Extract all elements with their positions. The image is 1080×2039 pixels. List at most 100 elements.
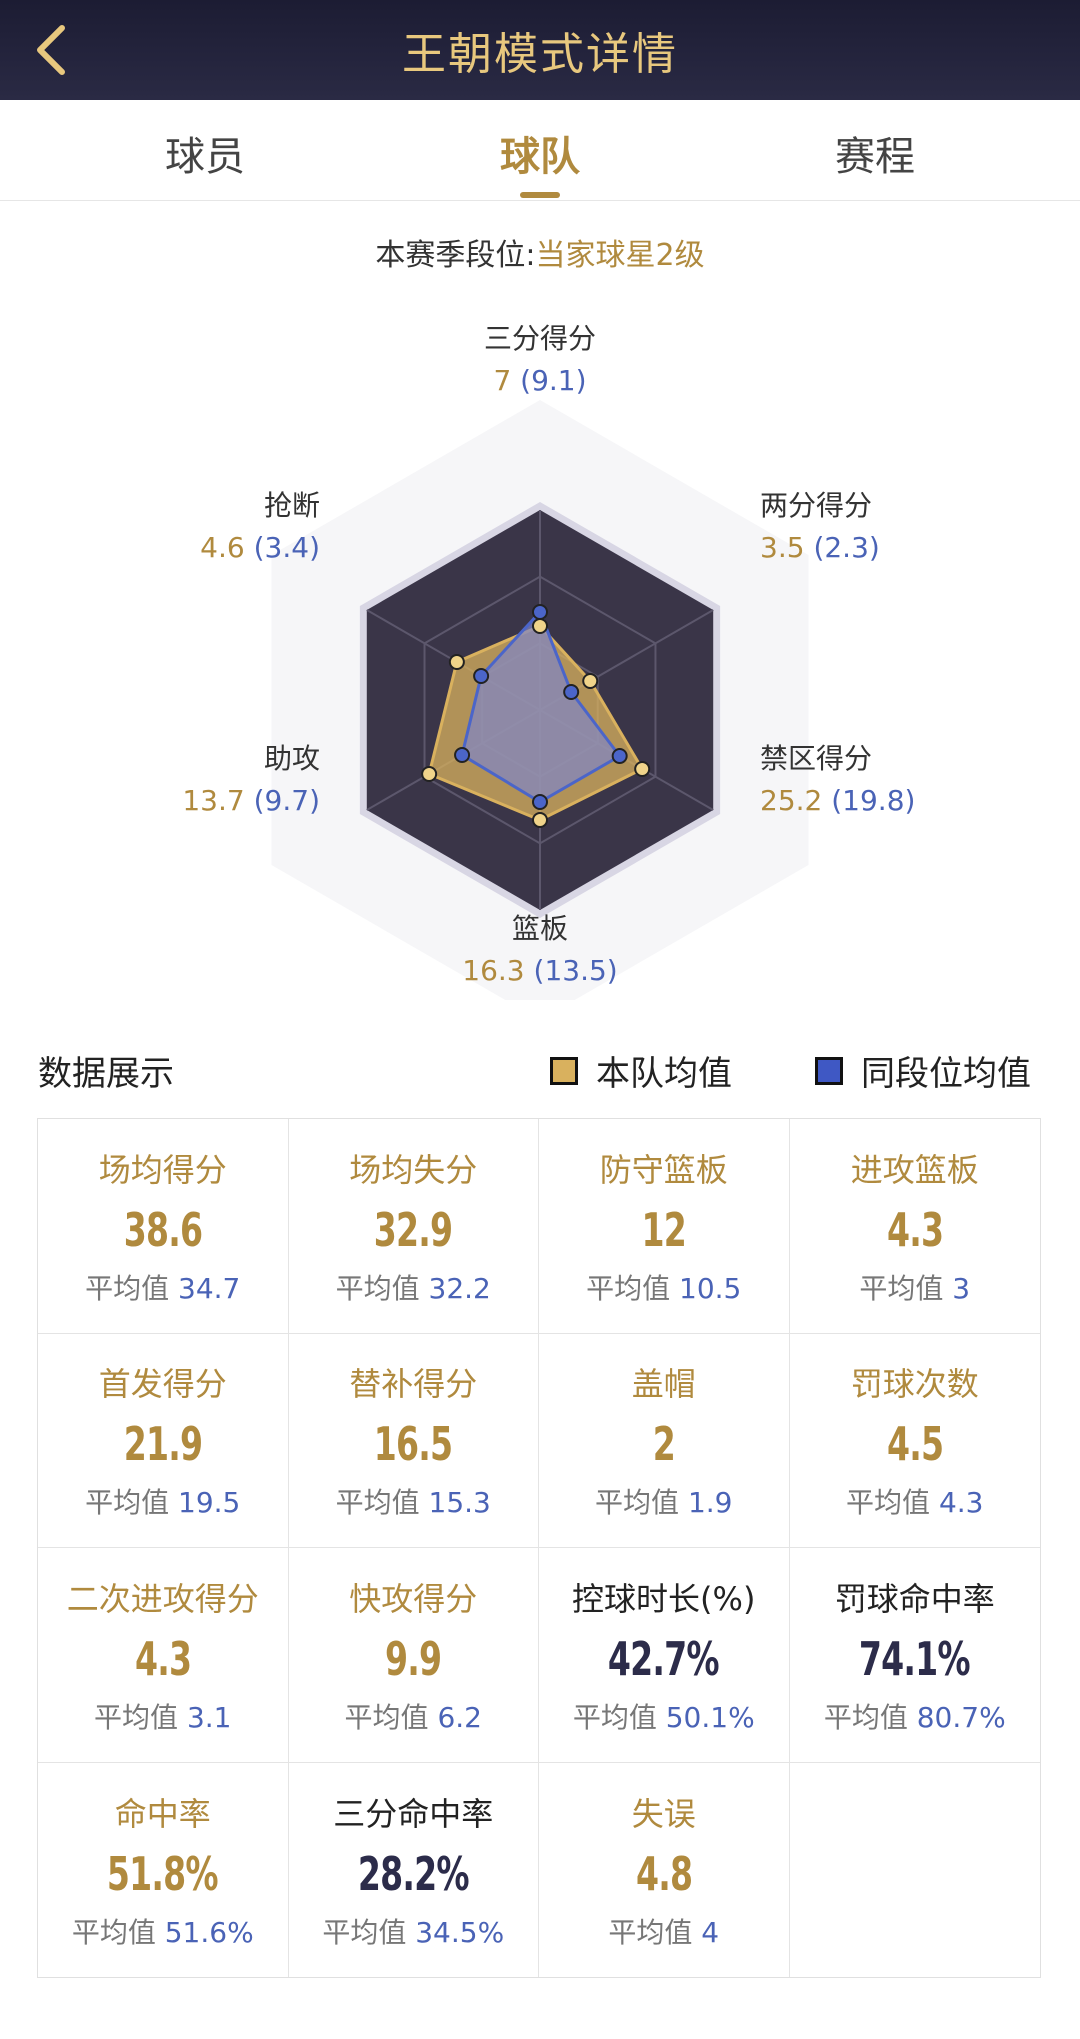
radar-team-value: 13.7: [182, 784, 253, 817]
back-arrow-icon[interactable]: [26, 20, 86, 80]
stat-value: 4.8: [635, 1846, 693, 1901]
stat-cell-bench-points: 替补得分 16.5 平均值 15.3: [288, 1333, 539, 1548]
radar-axis-label: 两分得分: [760, 489, 872, 522]
stat-average-value: 15.3: [428, 1486, 491, 1520]
radar-team-point: [421, 766, 438, 782]
stat-value: 42.7%: [608, 1631, 720, 1686]
legend-team-label: 本队均值: [596, 1054, 732, 1094]
legend-team-swatch: [550, 1056, 578, 1085]
stat-label: 场均失分: [349, 1150, 478, 1189]
stat-average-label: 平均值: [71, 1915, 165, 1949]
stat-average: 平均值 32.2: [336, 1267, 491, 1307]
stat-average-value: 3: [952, 1271, 971, 1305]
stat-average-value: 32.2: [428, 1271, 491, 1305]
stat-label: 盖帽: [631, 1365, 696, 1404]
stat-average: 平均值 19.5: [85, 1481, 240, 1521]
stat-average-label: 平均值: [335, 1271, 429, 1305]
stat-value: 9.9: [385, 1631, 442, 1686]
stat-average: 平均值 50.1%: [573, 1696, 755, 1736]
radar-axis-label: 三分得分: [484, 322, 596, 355]
stat-average-value: 4.3: [938, 1486, 984, 1520]
stat-cell-avg-points-allowed: 场均失分 32.9 平均值 32.2: [288, 1119, 539, 1334]
stat-label: 控球时长(%): [572, 1579, 756, 1618]
stat-average-label: 平均值: [94, 1700, 187, 1734]
stat-value: 74.1%: [859, 1631, 971, 1686]
stat-label: 命中率: [114, 1794, 211, 1833]
stat-average-value: 6.2: [437, 1700, 482, 1734]
radar-avg-value: (3.4): [254, 531, 320, 564]
stat-value: 16.5: [373, 1417, 453, 1472]
legend-row: 数据展示 本队均值 同段位均值: [0, 1040, 1080, 1100]
legend-team: 本队均值: [550, 1046, 732, 1095]
stat-value: 21.9: [123, 1417, 202, 1472]
tab-bar: 球员 球队 赛程: [0, 100, 1080, 201]
stat-average-value: 4: [701, 1915, 720, 1949]
stat-average: 平均值 15.3: [336, 1481, 491, 1521]
radar-avg-point: [532, 604, 548, 620]
stat-value: 32.9: [373, 1202, 453, 1257]
stat-average: 平均值 34.5%: [322, 1911, 504, 1951]
stat-average-value: 34.7: [178, 1271, 241, 1305]
stat-label: 罚球命中率: [834, 1579, 995, 1618]
stat-average: 平均值 4: [608, 1911, 719, 1951]
stat-label: 二次进攻得分: [66, 1579, 259, 1618]
radar-team-point: [532, 618, 548, 634]
radar-team-point: [448, 654, 465, 670]
tab-schedule[interactable]: 赛程: [835, 134, 915, 180]
radar-team-value: 25.2: [760, 784, 831, 817]
stat-average-value: 51.6%: [164, 1915, 254, 1949]
page-title: 王朝模式详情: [402, 29, 678, 80]
stat-average-label: 平均值: [595, 1486, 688, 1520]
radar-team-point: [634, 761, 651, 777]
stat-cell-blocks: 盖帽 2 平均值 1.9: [539, 1333, 790, 1548]
stat-label: 替补得分: [349, 1365, 478, 1404]
stat-value: 4.5: [886, 1417, 944, 1472]
stat-average-label: 平均值: [322, 1915, 416, 1949]
stat-average: 平均值 51.6%: [72, 1911, 254, 1951]
radar-avg-value: (9.7): [254, 784, 320, 817]
stat-average-label: 平均值: [572, 1700, 666, 1734]
stat-value: 28.2%: [357, 1846, 470, 1901]
stat-cell-free-throw-attempts: 罚球次数 4.5 平均值 4.3: [789, 1334, 1040, 1548]
tab-players[interactable]: 球员: [165, 134, 245, 180]
stat-cell-free-throw-pct: 罚球命中率 74.1% 平均值 80.7%: [789, 1548, 1040, 1763]
season-rank: 本赛季段位:当家球星2级: [0, 230, 1080, 274]
radar-avg-point: [473, 668, 490, 684]
stat-value: 2: [652, 1417, 676, 1472]
stat-average-value: 10.5: [679, 1271, 742, 1305]
stat-average-label: 平均值: [846, 1486, 939, 1520]
stat-average-value: 3.1: [186, 1700, 232, 1734]
radar-axis-values: 4.6 (3.4): [200, 531, 320, 564]
app-header: 王朝模式详情: [0, 0, 1080, 100]
stat-cell-fg-pct: 命中率 51.8% 平均值 51.6%: [38, 1762, 289, 1977]
stat-average: 平均值 34.7: [85, 1267, 240, 1307]
radar-axis-values: 16.3 (13.5): [462, 954, 617, 987]
radar-avg-point: [611, 748, 628, 764]
radar-avg-point: [563, 684, 580, 700]
stat-average-label: 平均值: [608, 1915, 702, 1949]
stat-cell-fastbreak-points: 快攻得分 9.9 平均值 6.2: [288, 1548, 539, 1763]
radar-team-value: 16.3: [462, 954, 533, 987]
stat-label: 进攻篮板: [850, 1150, 979, 1189]
radar-axis-label: 篮板: [512, 912, 568, 945]
stat-average-label: 平均值: [859, 1271, 953, 1305]
tab-team[interactable]: 球队: [500, 134, 580, 180]
legend-avg-label: 同段位均值: [861, 1054, 1031, 1094]
stat-average-value: 1.9: [687, 1486, 733, 1520]
legend-avg-swatch: [815, 1056, 843, 1085]
radar-team-value: 7: [493, 364, 520, 397]
stat-average: 平均值 10.5: [586, 1267, 741, 1307]
active-tab-indicator: [520, 192, 560, 198]
stat-label: 快攻得分: [349, 1579, 478, 1618]
stat-label: 失误: [631, 1794, 696, 1833]
stat-value: 4.3: [134, 1631, 192, 1686]
stat-value: 38.6: [123, 1202, 202, 1257]
stat-cell-three-pt-pct: 三分命中率 28.2% 平均值 34.5%: [289, 1762, 539, 1977]
stat-average-label: 平均值: [85, 1486, 179, 1520]
legend-title: 数据展示: [38, 1054, 174, 1094]
stat-average-label: 平均值: [586, 1271, 680, 1305]
stat-average-label: 平均值: [335, 1486, 429, 1520]
radar-team-value: 4.6: [200, 531, 253, 564]
radar-axis-values: 3.5 (2.3): [760, 531, 880, 564]
radar-team-point: [582, 673, 599, 689]
